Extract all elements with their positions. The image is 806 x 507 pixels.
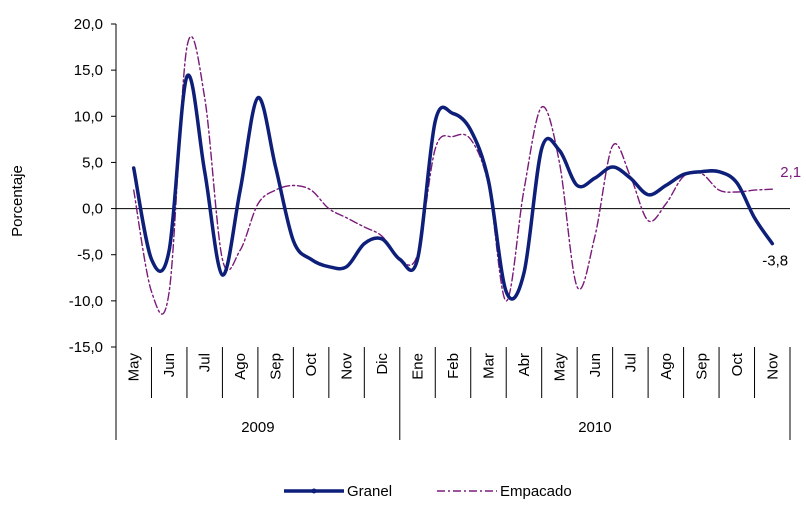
x-tick-label: Sep — [693, 353, 710, 380]
y-tick-labels: 20,0 15,0 10,0 5,0 0,0 -5,0 -10,0 -15,0 — [69, 16, 103, 356]
x-tick-label: Jul — [622, 353, 639, 372]
y-tick-label: 5,0 — [82, 154, 103, 171]
y-tick-label: 15,0 — [74, 62, 103, 79]
y-tick-label: -5,0 — [77, 247, 103, 264]
axes — [111, 23, 791, 440]
x-tick-label: Ago — [658, 353, 675, 380]
x-tick-label: Oct — [729, 352, 746, 376]
x-tick-label: Jul — [197, 353, 214, 372]
y-axis-title: Porcentaje — [9, 165, 26, 237]
x-tick-label: Sep — [268, 353, 285, 380]
y-tick-label: -10,0 — [69, 293, 103, 310]
end-label-granel: -3,8 — [762, 253, 788, 270]
x-tick-label: Jun — [587, 353, 604, 377]
x-tick-label: Oct — [303, 352, 320, 376]
x-tick-label: Abr — [516, 353, 533, 376]
legend: Granel Empacado — [284, 483, 572, 500]
y-tick-label: 0,0 — [82, 201, 103, 218]
y-tick-label: 20,0 — [74, 16, 103, 33]
x-tick-label: May — [126, 353, 143, 382]
legend-label-granel: Granel — [347, 483, 392, 500]
x-tick-labels: May Jun Jul Ago Sep Oct Nov Dic Ene Feb Mar Abr May J… — [126, 352, 782, 381]
year-label: 2009 — [241, 419, 274, 436]
series-lines — [131, 35, 775, 315]
year-labels: 2009 2010 — [241, 419, 611, 436]
x-tick-label: Mar — [480, 353, 497, 379]
end-label-empacado: 2,1 — [780, 164, 801, 181]
end-labels: 2,1 -3,8 — [762, 164, 801, 269]
x-tick-label: Nov — [764, 353, 781, 380]
series-line-empacado — [133, 35, 773, 315]
series-line-granel — [131, 73, 775, 301]
x-tick-label: Dic — [374, 353, 391, 375]
x-tick-label: Jun — [161, 353, 178, 377]
y-tick-label: -15,0 — [69, 339, 103, 356]
x-tick-label: Nov — [339, 353, 356, 380]
x-tick-label: Ene — [410, 353, 427, 380]
y-tick-label: 10,0 — [74, 108, 103, 125]
x-tick-label: Feb — [445, 353, 462, 379]
year-label: 2010 — [578, 419, 611, 436]
x-tick-label: May — [551, 353, 568, 382]
legend-marker-granel — [311, 488, 317, 494]
legend-label-empacado: Empacado — [500, 483, 572, 500]
x-tick-label: Ago — [232, 353, 249, 380]
